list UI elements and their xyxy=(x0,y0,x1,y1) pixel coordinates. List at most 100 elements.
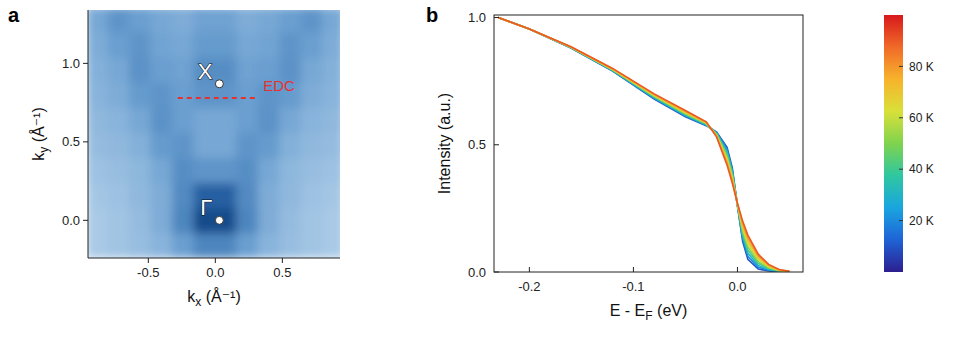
x-tick xyxy=(215,258,216,263)
heatmap-cell xyxy=(322,232,340,258)
heatmap-cell xyxy=(258,232,280,258)
x-tick xyxy=(529,267,530,272)
heatmap-cell xyxy=(279,232,301,258)
symmetry-point xyxy=(215,80,223,88)
heatmap-cell xyxy=(236,207,258,233)
edc-curve xyxy=(498,18,789,272)
heatmap-cell xyxy=(193,132,215,158)
symmetry-point xyxy=(215,216,223,224)
heatmap-cell xyxy=(322,182,340,208)
heatmap-cell xyxy=(193,157,215,183)
heatmap-cell xyxy=(129,107,151,133)
colorbar xyxy=(884,15,903,272)
heatmap-cell xyxy=(279,157,301,183)
heatmap-cell xyxy=(215,232,237,258)
x-tick-label: 0.0 xyxy=(728,279,746,294)
heatmap-cell xyxy=(236,57,258,83)
y-tick-label: 0.0 xyxy=(62,213,80,228)
heatmap-cell xyxy=(301,57,323,83)
heatmap-cell xyxy=(172,132,194,158)
heatmap-cell xyxy=(129,232,151,258)
heatmap-cell xyxy=(88,132,109,158)
heatmap-cell xyxy=(236,107,258,133)
heatmap-cell xyxy=(108,10,130,32)
heatmap-cell xyxy=(151,107,173,133)
heatmap-cell xyxy=(129,182,151,208)
heatmap-cell xyxy=(172,157,194,183)
y-tick-label: 0.5 xyxy=(62,134,80,149)
heatmap-cell xyxy=(108,132,130,158)
x-tick xyxy=(633,267,634,272)
heatmap-cell xyxy=(108,207,130,233)
symmetry-label: X xyxy=(198,59,213,84)
panel-letter: b xyxy=(426,4,438,26)
heatmap-cell xyxy=(322,57,340,83)
y-tick-label: 1.0 xyxy=(468,10,486,25)
heatmap-cell xyxy=(108,57,130,83)
heatmap-cell xyxy=(258,132,280,158)
edc-curve xyxy=(498,18,789,272)
x-axis-title: kx (Å⁻¹) xyxy=(187,287,241,309)
label-unit: (Å⁻¹) xyxy=(201,287,241,305)
heatmap-cell xyxy=(215,182,237,208)
y-tick-label: 0.5 xyxy=(468,137,486,152)
heatmap-cell xyxy=(193,10,215,32)
y-tick xyxy=(494,144,499,145)
heatmap-cell xyxy=(151,207,173,233)
heatmap-cell xyxy=(279,31,301,57)
heatmap-cell xyxy=(151,57,173,83)
heatmap-cell xyxy=(301,10,323,32)
heatmap-cell xyxy=(88,182,109,208)
edc-curve xyxy=(498,18,789,272)
heatmap-cell xyxy=(258,157,280,183)
heatmap-cell xyxy=(322,157,340,183)
x-tick-label: -0.5 xyxy=(137,265,159,280)
y-tick xyxy=(83,63,88,64)
heatmap-cell xyxy=(172,10,194,32)
heatmap-cell xyxy=(129,10,151,32)
x-tick-label: -0.1 xyxy=(622,279,644,294)
heatmap-cell xyxy=(215,157,237,183)
heatmap-cell xyxy=(88,157,109,183)
heatmap-cell xyxy=(258,107,280,133)
heatmap-cell xyxy=(193,107,215,133)
heatmap-cell xyxy=(108,31,130,57)
heatmap-area xyxy=(88,10,340,258)
y-tick xyxy=(83,220,88,221)
heatmap-cell xyxy=(151,10,173,32)
heatmap-cell xyxy=(236,132,258,158)
edc-curve xyxy=(498,18,789,272)
heatmap-cell xyxy=(301,31,323,57)
heatmap-cell xyxy=(88,57,109,83)
heatmap-cell xyxy=(215,57,237,83)
heatmap-cell xyxy=(258,207,280,233)
heatmap-cell xyxy=(301,182,323,208)
heatmap-cell xyxy=(193,31,215,57)
y-axis-title: Intensity (a.u.) xyxy=(436,93,453,194)
x-tick-label: 0.0 xyxy=(206,265,224,280)
heatmap-cell xyxy=(322,207,340,233)
heatmap-cell xyxy=(88,207,109,233)
heatmap-cell xyxy=(172,232,194,258)
y-tick xyxy=(494,272,499,273)
heatmap-cell xyxy=(301,207,323,233)
heatmap-cell xyxy=(172,207,194,233)
heatmap-cell xyxy=(301,157,323,183)
heatmap-cell xyxy=(151,157,173,183)
heatmap-cell xyxy=(322,82,340,108)
heatmap-cell xyxy=(88,10,109,32)
heatmap-cell xyxy=(322,31,340,57)
heatmap-cell xyxy=(172,182,194,208)
heatmap-cell xyxy=(129,31,151,57)
x-axis-title: E - EF (eV) xyxy=(610,302,688,323)
colorbar-tick xyxy=(899,66,903,67)
heatmap-cell xyxy=(236,232,258,258)
heatmap-cell xyxy=(322,107,340,133)
heatmap-cell xyxy=(88,31,109,57)
y-tick-label: 1.0 xyxy=(62,56,80,71)
edc-curve xyxy=(498,18,789,272)
heatmap-cell xyxy=(236,82,258,108)
heatmap-cell xyxy=(258,31,280,57)
heatmap-cell xyxy=(279,10,301,32)
colorbar-tick-label: 40 K xyxy=(909,162,934,176)
